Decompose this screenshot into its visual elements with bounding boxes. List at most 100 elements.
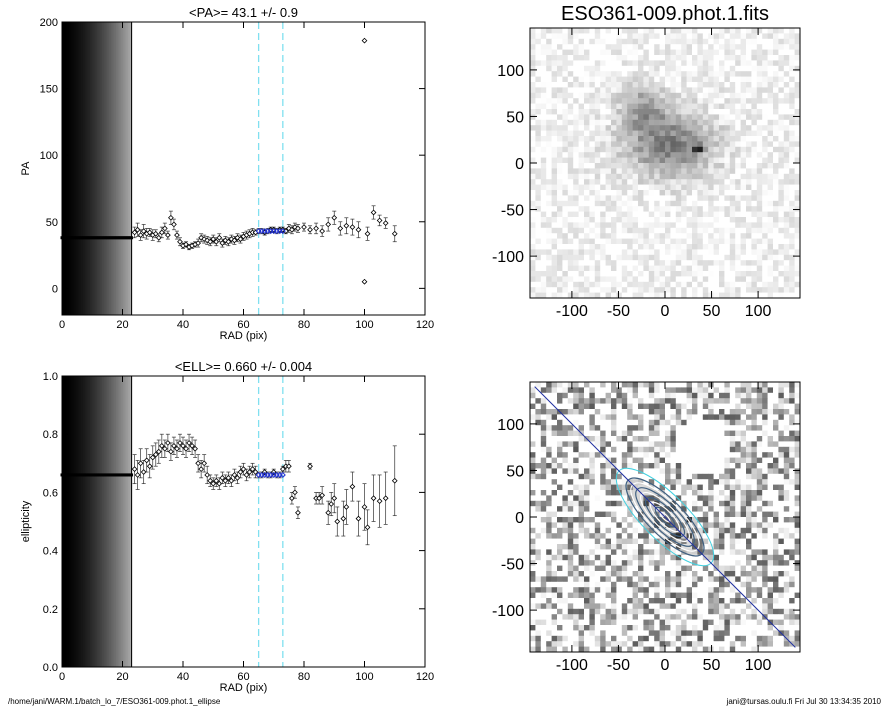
image-pixel [557,130,563,137]
inner-shade-band [82,22,86,315]
image-pixel [751,87,758,94]
image-pixel [605,522,612,529]
image-pixel [697,125,704,131]
image-pixel [713,260,720,266]
inner-flat-point [72,473,76,477]
data-point [143,457,150,464]
image-pixel [778,292,785,299]
image-pixel [794,163,801,169]
image-pixel [686,409,693,415]
image-pixel [746,292,752,299]
image-pixel [713,484,720,491]
image-pixel [767,168,774,175]
image-pixel [751,44,758,50]
image-pixel [600,254,606,261]
image-pixel [654,200,660,207]
image-pixel [562,217,569,223]
image-pixel [616,479,623,485]
image-pixel [783,544,790,550]
image-pixel [681,276,687,283]
image-pixel [546,119,552,126]
image-pixel [767,511,774,518]
image-pixel [540,190,547,196]
image-pixel [578,233,585,239]
image-pixel [729,157,736,164]
image-pixel [594,500,601,507]
x-tick-label: 50 [703,303,721,320]
image-pixel [686,157,693,164]
image-pixel [557,276,563,283]
image-pixel [562,184,569,191]
image-pixel [584,222,590,229]
image-pixel [616,60,623,67]
image-pixel [654,463,660,469]
image-pixel [762,125,768,131]
image-pixel [627,217,633,223]
image-pixel [616,544,623,550]
image-pixel [567,506,574,512]
image-pixel [686,511,693,518]
image-pixel [665,244,671,250]
image-pixel [611,109,617,115]
inner-shade-band [103,22,107,315]
image-pixel [702,517,709,523]
image-pixel [751,130,758,137]
image-pixel [643,28,650,34]
image-pixel [686,76,693,83]
image-pixel [648,419,655,426]
image-pixel [751,276,758,283]
image-pixel [713,452,720,458]
image-pixel [692,233,698,239]
image-pixel [719,206,725,212]
image-pixel [546,506,552,512]
image-pixel [778,130,785,137]
image-pixel [567,441,574,448]
image-pixel [724,44,731,50]
image-pixel [578,409,585,415]
image-pixel [594,55,601,61]
image-pixel [746,65,752,72]
image-pixel [562,463,569,469]
image-pixel [778,98,785,104]
image-pixel [665,195,671,202]
image-pixel [540,119,547,126]
image-pixel [746,173,752,180]
image-pixel [686,82,693,88]
image-pixel [616,119,623,126]
image-pixel [627,276,633,283]
image-pixel [551,152,558,158]
image-pixel [767,92,774,99]
image-pixel [632,217,639,223]
image-pixel [762,517,768,523]
image-pixel [551,265,558,272]
image-pixel [562,244,569,250]
image-pixel [773,227,779,234]
image-pixel [605,484,612,491]
image-pixel [648,271,655,277]
image-pixel [535,419,542,426]
image-pixel [546,430,552,437]
image-pixel [794,281,801,288]
image-pixel [659,227,666,234]
image-pixel [530,446,536,453]
image-pixel [686,398,693,404]
image-pixel [702,265,709,272]
image-pixel [773,473,779,480]
image-pixel [794,544,801,550]
image-pixel [708,38,714,45]
image-pixel [713,403,720,410]
image-pixel [621,206,628,212]
image-pixel [551,55,558,61]
image-pixel [648,468,655,475]
image-pixel [546,44,552,50]
image-pixel [540,76,547,83]
image-pixel [708,522,714,529]
image-pixel [783,430,790,437]
image-pixel [530,227,536,234]
image-pixel [773,403,779,410]
image-pixel [573,179,579,185]
inner-shade-band [62,376,65,667]
image-pixel [708,511,714,518]
image-pixel [551,430,558,437]
image-pixel [762,55,768,61]
